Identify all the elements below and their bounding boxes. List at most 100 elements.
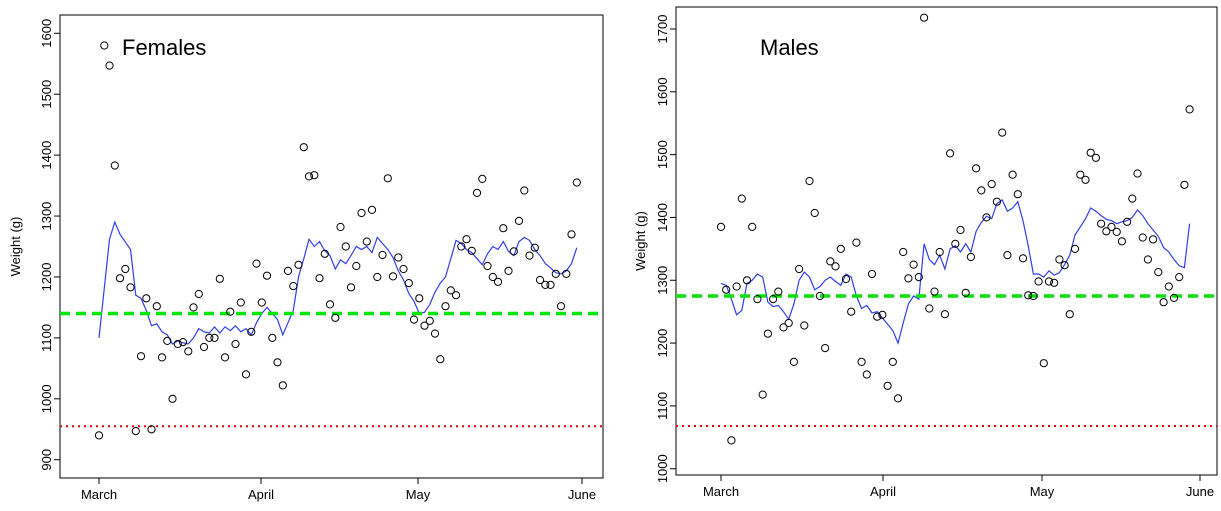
panel-1: 900 1000 1100 1200 1300 1400 1500 1600 March Apri… — [8, 14, 604, 502]
data-point — [273, 358, 282, 367]
data-point — [920, 13, 929, 22]
data-point — [1060, 261, 1069, 270]
x-tick-label: June — [568, 487, 596, 502]
data-point — [142, 294, 151, 303]
data-point — [1128, 194, 1137, 203]
data-point — [514, 216, 524, 225]
y-tick-label: 1100 — [39, 324, 54, 352]
data-point — [394, 253, 403, 262]
data-point — [520, 186, 529, 195]
data-point — [1102, 227, 1111, 236]
data-point — [147, 425, 156, 434]
data-point — [1039, 359, 1048, 368]
data-point — [409, 315, 419, 324]
y-tick-label: 1500 — [655, 140, 670, 169]
data-point — [551, 269, 560, 278]
data-point — [737, 194, 746, 203]
data-point — [831, 262, 840, 271]
data-point — [541, 280, 550, 289]
data-point — [1138, 233, 1147, 242]
smoothed-series-line — [720, 198, 1191, 345]
data-point — [1086, 148, 1095, 157]
y-axis-label: Weight (g) — [8, 217, 23, 277]
y-tick-label: 1200 — [39, 262, 54, 291]
data-point — [805, 176, 814, 186]
data-point — [535, 275, 545, 285]
data-point — [467, 246, 476, 255]
data-point — [173, 339, 182, 349]
data-point — [226, 307, 235, 316]
data-point — [499, 224, 508, 233]
data-point — [992, 197, 1002, 206]
data-point — [862, 370, 871, 379]
data-point — [105, 61, 114, 70]
data-point — [451, 291, 461, 300]
data-point — [1180, 180, 1189, 189]
data-point — [483, 261, 492, 271]
data-point — [373, 272, 382, 282]
data-point — [774, 287, 783, 296]
data-point — [795, 264, 804, 274]
data-point — [420, 321, 429, 330]
data-point — [904, 274, 913, 283]
data-point — [878, 310, 887, 319]
y-tick-label: 900 — [39, 449, 54, 471]
data-point — [446, 286, 455, 295]
data-point — [1055, 255, 1064, 264]
data-point — [847, 307, 856, 316]
data-point — [1123, 217, 1132, 226]
data-point — [742, 276, 752, 285]
data-point — [1097, 219, 1106, 228]
data-point — [231, 339, 240, 349]
data-point — [1143, 255, 1153, 264]
data-point — [1081, 175, 1090, 184]
data-point — [909, 260, 918, 269]
data-point — [1117, 237, 1127, 246]
data-point — [562, 269, 571, 278]
data-point — [509, 247, 518, 256]
data-point — [1013, 190, 1022, 199]
data-point — [758, 390, 767, 399]
data-point — [404, 279, 413, 288]
data-point — [748, 222, 757, 231]
data-point — [727, 436, 736, 445]
data-point — [1018, 254, 1028, 263]
data-point — [826, 257, 835, 266]
data-point — [168, 394, 177, 403]
data-point — [769, 295, 778, 304]
data-point — [893, 394, 903, 403]
panel-2: 1000 1100 1200 1300 1400 1500 1600 1700 March Apr… — [633, 6, 1218, 499]
x-tick-label: April — [248, 487, 274, 502]
data-point — [425, 316, 434, 325]
data-point — [289, 282, 298, 291]
data-point — [94, 431, 104, 440]
data-point — [966, 252, 976, 262]
data-point — [852, 238, 861, 247]
data-point — [331, 313, 340, 322]
data-point — [961, 288, 970, 297]
y-axis-label: Weight (g) — [633, 211, 648, 271]
x-tick-label: June — [1186, 484, 1214, 499]
data-point — [362, 237, 371, 246]
y-tick-label: 1200 — [655, 329, 670, 358]
y-tick-label: 1700 — [655, 15, 670, 44]
data-point — [152, 302, 161, 311]
data-point — [304, 172, 314, 181]
data-point — [1044, 277, 1054, 286]
data-point — [189, 303, 198, 312]
data-point — [430, 329, 440, 338]
y-tick-label: 1100 — [655, 392, 670, 420]
data-point — [131, 427, 140, 436]
data-point — [956, 225, 965, 235]
data-point — [357, 208, 366, 218]
data-point — [1154, 268, 1163, 277]
y-tick-label: 1600 — [655, 77, 670, 106]
data-point — [236, 298, 245, 307]
plot-frame — [59, 14, 604, 479]
data-point — [1164, 282, 1173, 291]
data-point — [199, 342, 209, 352]
data-point — [567, 230, 576, 239]
data-point — [136, 352, 146, 361]
data-point — [436, 355, 445, 364]
